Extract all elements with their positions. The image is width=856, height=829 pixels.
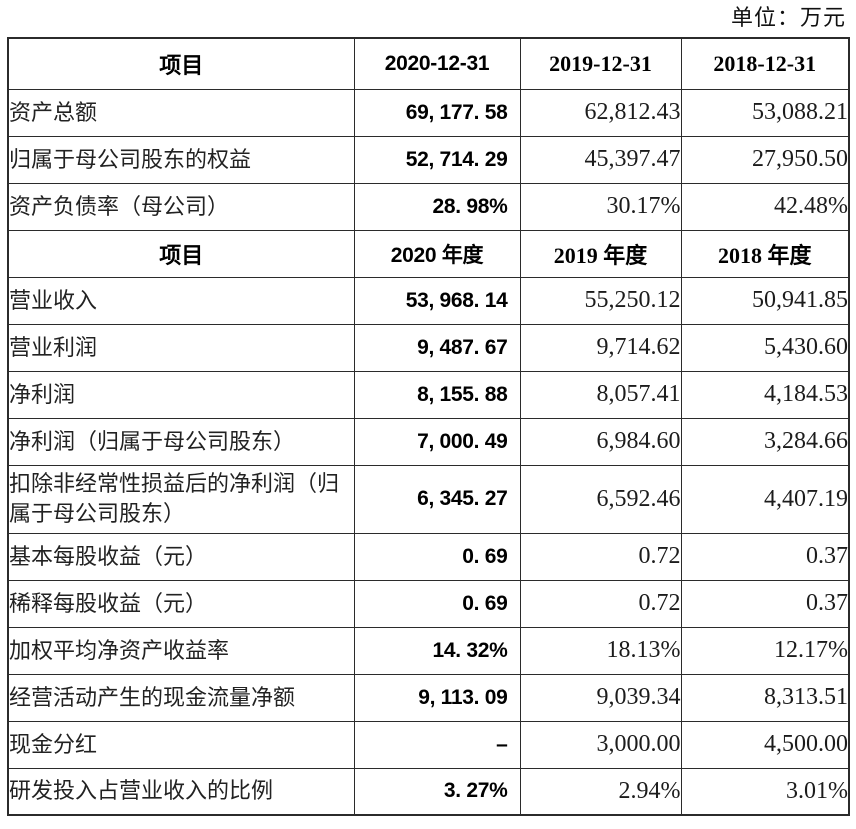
row-label: 归属于母公司股东的权益 [7,135,355,184]
value-2019: 6,984.60 [519,417,682,466]
value-2018: 0.37 [680,579,850,628]
value-2018: 0.37 [680,532,850,581]
year-header-2020: 2020-12-31 [353,37,521,90]
table-row: 基本每股收益（元） 0. 69 0.72 0.37 [7,532,850,581]
value-2020: 0. 69 [353,579,521,628]
table-row: 净利润 8, 155. 88 8,057.41 4,184.53 [7,370,850,419]
value-2020: 0. 69 [353,532,521,581]
row-label: 净利润 [7,370,355,419]
value-2020: 52, 714. 29 [353,135,521,184]
value-2020: 9, 113. 09 [353,673,521,722]
item-header-cell: 项目 [7,37,355,90]
value-2019: 9,714.62 [519,323,682,372]
table-row: 稀释每股收益（元） 0. 69 0.72 0.37 [7,579,850,628]
year-header-2020: 2020 年度 [353,229,521,278]
value-2020: 69, 177. 58 [353,88,521,137]
value-2019: 62,812.43 [519,88,682,137]
financial-summary-table: 项目 2020-12-31 2019-12-31 2018-12-31 资产总额… [7,37,850,816]
row-label: 研发投入占营业收入的比例 [7,767,355,816]
value-2020: 28. 98% [353,182,521,231]
table-row: 归属于母公司股东的权益 52, 714. 29 45,397.47 27,950… [7,135,850,184]
value-2018: 4,184.53 [680,370,850,419]
row-label: 稀释每股收益（元） [7,579,355,628]
year-header-2019: 2019-12-31 [519,37,682,90]
table-row: 净利润（归属于母公司股东） 7, 000. 49 6,984.60 3,284.… [7,417,850,466]
table-row: 经营活动产生的现金流量净额 9, 113. 09 9,039.34 8,313.… [7,673,850,722]
row-label: 营业收入 [7,276,355,325]
table-row: 资产总额 69, 177. 58 62,812.43 53,088.21 [7,88,850,137]
row-label: 基本每股收益（元） [7,532,355,581]
value-2019: 55,250.12 [519,276,682,325]
table-row: 加权平均净资产收益率 14. 32% 18.13% 12.17% [7,626,850,675]
value-2018: 8,313.51 [680,673,850,722]
value-2018: 3.01% [680,767,850,816]
year-header-2018: 2018-12-31 [680,37,850,90]
value-2019: 0.72 [519,532,682,581]
value-2019: 0.72 [519,579,682,628]
value-2019: 30.17% [519,182,682,231]
value-2020: 53, 968. 14 [353,276,521,325]
unit-label: 单位：万元 [730,5,846,30]
table-row: 研发投入占营业收入的比例 3. 27% 2.94% 3.01% [7,767,850,816]
table-row: 现金分红 – 3,000.00 4,500.00 [7,720,850,769]
value-2019: 6,592.46 [519,464,682,534]
row-label: 经营活动产生的现金流量净额 [7,673,355,722]
row-label: 营业利润 [7,323,355,372]
value-2019: 45,397.47 [519,135,682,184]
value-2018: 4,500.00 [680,720,850,769]
value-2020: 3. 27% [353,767,521,816]
year-header-2019: 2019 年度 [519,229,682,278]
value-2019: 8,057.41 [519,370,682,419]
row-label: 净利润（归属于母公司股东） [7,417,355,466]
row-label: 加权平均净资产收益率 [7,626,355,675]
value-2018: 4,407.19 [680,464,850,534]
value-2019: 2.94% [519,767,682,816]
header-row-balance: 项目 2020-12-31 2019-12-31 2018-12-31 [7,37,850,90]
value-2018: 53,088.21 [680,88,850,137]
year-header-2018: 2018 年度 [680,229,850,278]
value-2020: – [353,720,521,769]
value-2020: 8, 155. 88 [353,370,521,419]
value-2020: 6, 345. 27 [353,464,521,534]
value-2018: 3,284.66 [680,417,850,466]
value-2020: 7, 000. 49 [353,417,521,466]
value-2019: 18.13% [519,626,682,675]
value-2018: 42.48% [680,182,850,231]
row-label: 资产总额 [7,88,355,137]
row-label: 扣除非经常性损益后的净利润（归属于母公司股东） [7,464,355,534]
value-2018: 50,941.85 [680,276,850,325]
value-2019: 3,000.00 [519,720,682,769]
table-row: 营业收入 53, 968. 14 55,250.12 50,941.85 [7,276,850,325]
value-2020: 9, 487. 67 [353,323,521,372]
header-row-income: 项目 2020 年度 2019 年度 2018 年度 [7,229,850,278]
table-row: 资产负债率（母公司） 28. 98% 30.17% 42.48% [7,182,850,231]
value-2020: 14. 32% [353,626,521,675]
value-2018: 12.17% [680,626,850,675]
value-2018: 5,430.60 [680,323,850,372]
item-header-cell: 项目 [7,229,355,278]
table-row: 扣除非经常性损益后的净利润（归属于母公司股东） 6, 345. 27 6,592… [7,464,850,534]
value-2019: 9,039.34 [519,673,682,722]
row-label: 资产负债率（母公司） [7,182,355,231]
row-label: 现金分红 [7,720,355,769]
table-row: 营业利润 9, 487. 67 9,714.62 5,430.60 [7,323,850,372]
value-2018: 27,950.50 [680,135,850,184]
